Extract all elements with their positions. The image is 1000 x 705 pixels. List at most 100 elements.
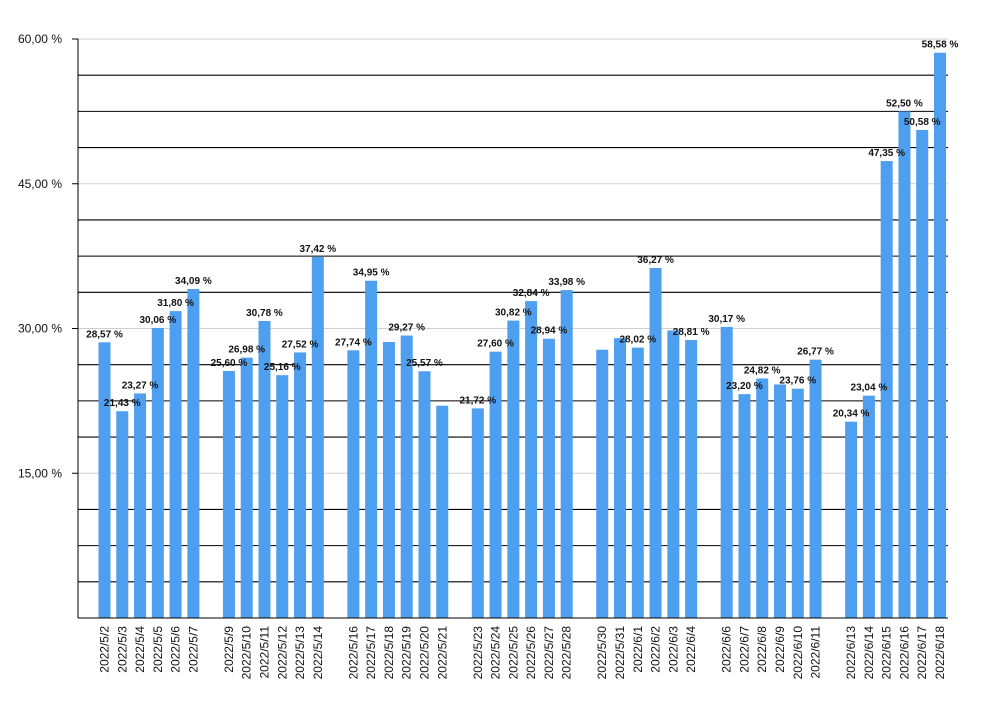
data-label: 30,78 % bbox=[246, 308, 283, 319]
bar bbox=[791, 388, 804, 618]
x-tick-label: 2022/6/2 bbox=[649, 626, 663, 673]
x-tick-label: 2022/6/10 bbox=[791, 626, 805, 680]
y-tick-label: 15,00 % bbox=[18, 466, 62, 480]
x-tick-label: 2022/6/4 bbox=[684, 626, 698, 673]
data-label: 26,98 % bbox=[228, 345, 265, 356]
bar bbox=[898, 111, 911, 618]
data-label: 20,34 % bbox=[833, 409, 870, 420]
data-label: 24,82 % bbox=[744, 365, 781, 376]
data-label: 29,27 % bbox=[388, 323, 425, 334]
data-label: 34,95 % bbox=[353, 268, 390, 279]
data-label: 30,82 % bbox=[495, 308, 532, 319]
bar bbox=[382, 342, 395, 618]
bar-series bbox=[98, 52, 946, 618]
x-tick-label: 2022/5/31 bbox=[613, 626, 627, 680]
bar bbox=[934, 52, 946, 618]
bar bbox=[294, 352, 307, 618]
bar bbox=[151, 327, 164, 618]
x-tick-label: 2022/5/19 bbox=[400, 626, 414, 680]
y-tick-label: 45,00 % bbox=[18, 177, 62, 191]
data-label: 47,35 % bbox=[868, 148, 905, 159]
x-tick-label: 2022/6/17 bbox=[915, 626, 929, 680]
x-tick-label: 2022/5/2 bbox=[98, 626, 112, 673]
data-label: 31,80 % bbox=[157, 298, 194, 309]
y-tick-label: 30,00 % bbox=[18, 322, 62, 336]
bar bbox=[134, 393, 147, 618]
bar bbox=[187, 289, 200, 618]
x-tick-label: 2022/6/6 bbox=[720, 626, 734, 673]
bar bbox=[774, 384, 787, 618]
x-tick-label: 2022/6/14 bbox=[862, 626, 876, 680]
data-label: 28,81 % bbox=[673, 327, 710, 338]
data-label: 28,02 % bbox=[619, 335, 656, 346]
bar bbox=[667, 330, 680, 618]
bar bbox=[116, 411, 129, 618]
bar bbox=[489, 351, 502, 618]
bar bbox=[276, 375, 289, 618]
x-tick-label: 2022/5/4 bbox=[133, 626, 147, 673]
bar bbox=[471, 408, 484, 618]
x-tick-label: 2022/5/26 bbox=[524, 626, 538, 680]
x-tick-label: 2022/5/5 bbox=[151, 626, 165, 673]
data-label: 21,72 % bbox=[459, 395, 496, 406]
data-label: 30,06 % bbox=[139, 315, 176, 326]
x-tick-label: 2022/6/3 bbox=[666, 626, 680, 673]
y-axis: 15,00 % 30,00 % 45,00 % 60,00 % bbox=[18, 32, 948, 619]
bar bbox=[418, 371, 431, 618]
y-tick-label: 60,00 % bbox=[18, 32, 62, 46]
data-label: 26,77 % bbox=[797, 347, 834, 358]
bar bbox=[258, 320, 271, 618]
x-tick-label: 2022/6/16 bbox=[897, 626, 911, 680]
data-label: 34,09 % bbox=[175, 276, 212, 287]
x-tick-label: 2022/5/3 bbox=[115, 626, 129, 673]
bar bbox=[311, 256, 324, 618]
x-tick-label: 2022/5/20 bbox=[417, 626, 431, 680]
x-tick-label: 2022/5/13 bbox=[293, 626, 307, 680]
data-label: 58,58 % bbox=[922, 40, 959, 51]
bar bbox=[525, 301, 538, 618]
x-tick-label: 2022/5/24 bbox=[489, 626, 503, 680]
x-tick-label: 2022/5/14 bbox=[311, 626, 325, 680]
bar bbox=[738, 394, 751, 618]
bar bbox=[169, 311, 182, 618]
bar bbox=[631, 347, 644, 618]
data-label: 32,84 % bbox=[513, 288, 550, 299]
data-label: 23,04 % bbox=[851, 383, 888, 394]
x-tick-label: 2022/5/30 bbox=[595, 626, 609, 680]
data-label: 28,94 % bbox=[531, 326, 568, 337]
x-tick-label: 2022/5/12 bbox=[275, 626, 289, 680]
x-tick-label: 2022/5/27 bbox=[542, 626, 556, 680]
bar bbox=[720, 326, 733, 618]
data-label: 33,98 % bbox=[548, 277, 585, 288]
data-label: 52,50 % bbox=[886, 98, 923, 109]
data-label: 25,16 % bbox=[264, 362, 301, 373]
bar bbox=[347, 350, 360, 618]
bar bbox=[507, 320, 520, 618]
bar bbox=[880, 161, 893, 618]
data-label: 36,27 % bbox=[637, 255, 674, 266]
bar bbox=[436, 405, 449, 618]
data-label: 37,42 % bbox=[299, 244, 336, 255]
data-label: 27,60 % bbox=[477, 339, 514, 350]
bar bbox=[98, 342, 111, 618]
data-label: 27,74 % bbox=[335, 337, 372, 348]
x-tick-label: 2022/6/9 bbox=[773, 626, 787, 673]
x-tick-label: 2022/5/25 bbox=[506, 626, 520, 680]
bar bbox=[365, 280, 378, 618]
data-label: 50,58 % bbox=[904, 117, 941, 128]
x-tick-label: 2022/6/11 bbox=[809, 626, 823, 679]
x-tick-label: 2022/6/7 bbox=[737, 626, 751, 673]
x-tick-label: 2022/5/23 bbox=[471, 626, 485, 680]
x-tick-label: 2022/5/11 bbox=[257, 626, 271, 679]
bar bbox=[649, 267, 662, 618]
x-tick-label: 2022/6/8 bbox=[755, 626, 769, 673]
x-tick-label: 2022/5/21 bbox=[435, 626, 449, 680]
bar bbox=[560, 290, 573, 618]
data-label: 21,43 % bbox=[104, 398, 141, 409]
x-tick-label: 2022/6/1 bbox=[631, 626, 645, 673]
bar bbox=[400, 335, 413, 618]
x-tick-label: 2022/5/9 bbox=[222, 626, 236, 673]
x-tick-label: 2022/6/15 bbox=[880, 626, 894, 680]
data-label: 23,20 % bbox=[726, 381, 763, 392]
